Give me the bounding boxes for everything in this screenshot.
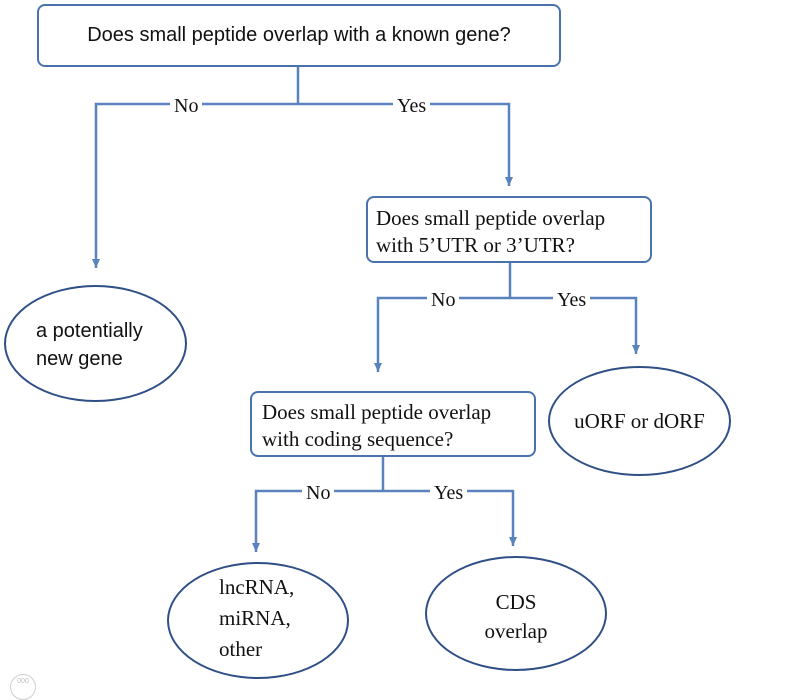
yes-label-3: Yes — [430, 483, 468, 503]
question-known-gene-box: Does small peptide overlap with a known … — [37, 4, 561, 67]
cds-line-1: CDS — [495, 590, 537, 614]
q1-no-connector — [92, 102, 298, 268]
question-coding-line-1: Does small peptide overlap — [262, 400, 492, 424]
question-coding-line-2: with coding sequence? — [262, 427, 454, 451]
lncrna-line-2: miRNA, — [219, 606, 291, 630]
question-utr-line-2: with 5’UTR or 3’UTR? — [376, 233, 575, 257]
new-gene-line-2: new gene — [36, 348, 123, 370]
lncrna-line-3: other — [219, 637, 263, 661]
uorf-dorf-ellipse: uORF or dORF — [548, 366, 731, 476]
q2-no-connector — [374, 296, 510, 372]
lncrna-ellipse: lncRNA, miRNA, other — [167, 562, 349, 679]
question-known-gene-text: Does small peptide overlap with a known … — [87, 24, 511, 46]
question-utr-line-1: Does small peptide overlap — [376, 206, 606, 230]
no-label-3: No — [302, 483, 335, 503]
q3-yes-connector — [383, 489, 517, 546]
yes-label-2: Yes — [553, 290, 591, 310]
uorf-dorf-text: uORF or dORF — [574, 408, 705, 433]
cds-line-2: overlap — [484, 619, 548, 643]
no-label-2: No — [427, 290, 460, 310]
no-label-1: No — [170, 96, 203, 116]
q2-yes-connector — [510, 296, 640, 354]
new-gene-line-1: a potentially — [36, 320, 143, 342]
q1-yes-connector — [298, 102, 513, 186]
corner-watermark: 000 — [10, 674, 36, 700]
question-coding-box: Does small peptide overlap with coding s… — [250, 391, 536, 457]
question-utr-box: Does small peptide overlap with 5’UTR or… — [366, 196, 652, 263]
lncrna-line-1: lncRNA, — [219, 575, 295, 599]
new-gene-ellipse: a potentially new gene — [4, 285, 187, 402]
cds-overlap-ellipse: CDS overlap — [425, 556, 607, 671]
q3-no-connector — [252, 489, 383, 552]
yes-label-1: Yes — [393, 96, 431, 116]
